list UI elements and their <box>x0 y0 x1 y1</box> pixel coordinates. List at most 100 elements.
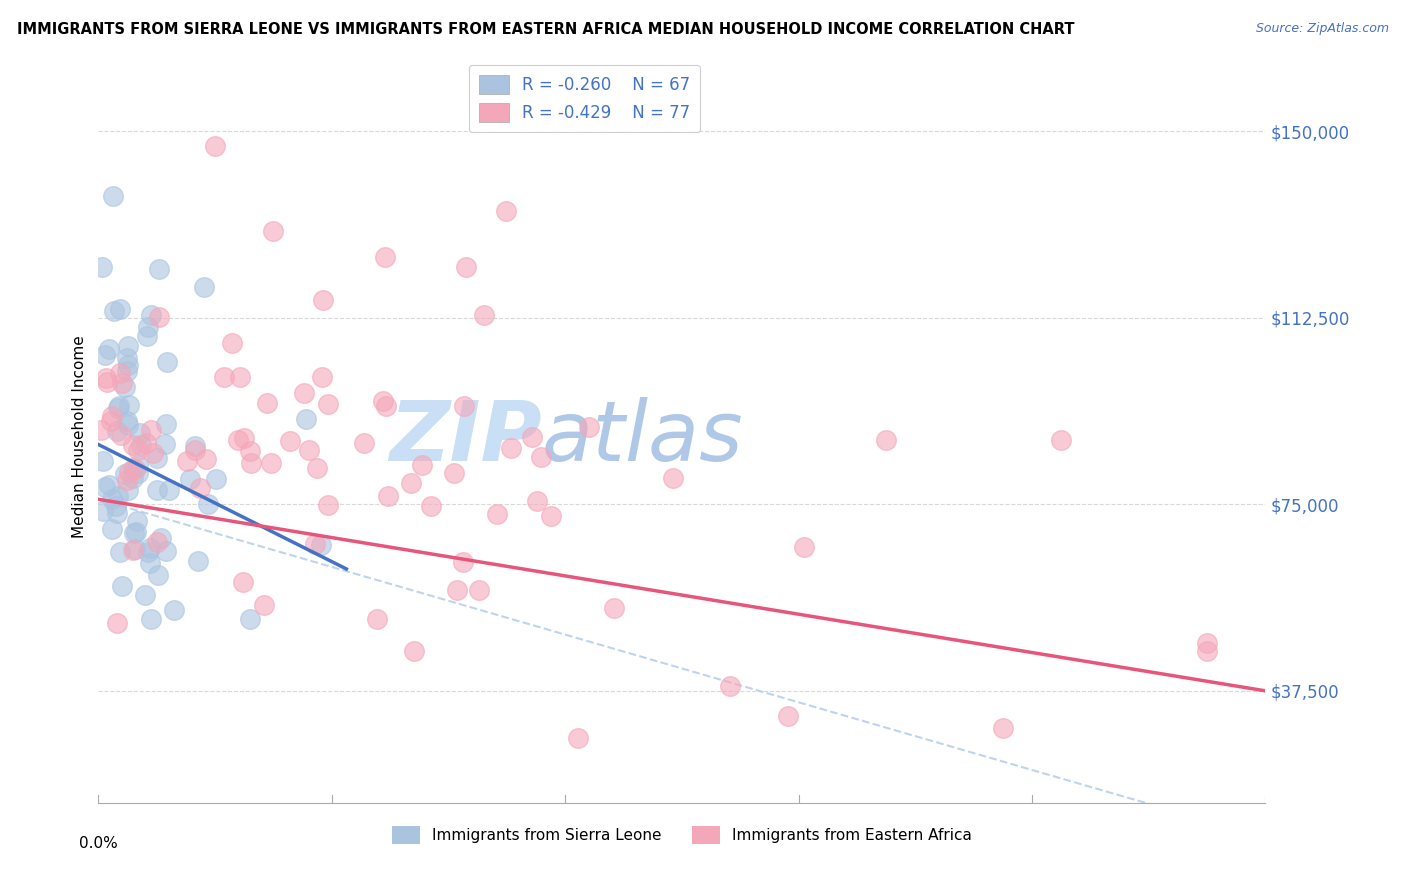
Point <box>193 280 215 294</box>
Point <box>443 466 465 480</box>
Point <box>105 425 128 439</box>
Point <box>134 588 156 602</box>
Point <box>366 612 388 626</box>
Point <box>253 598 276 612</box>
Point <box>146 535 169 549</box>
Point <box>127 458 149 472</box>
Point <box>145 483 167 497</box>
Point <box>121 543 143 558</box>
Point <box>118 465 141 479</box>
Text: ZIP: ZIP <box>389 397 541 477</box>
Point <box>105 499 128 513</box>
Point <box>353 435 375 450</box>
Point <box>148 310 170 324</box>
Point <box>139 541 162 555</box>
Point <box>195 451 218 466</box>
Point <box>117 483 139 498</box>
Point <box>212 369 235 384</box>
Point <box>107 401 129 415</box>
Point <box>139 612 162 626</box>
Point <box>304 537 326 551</box>
Point <box>486 508 509 522</box>
Point <box>411 458 433 473</box>
Point <box>197 498 219 512</box>
Point <box>309 538 332 552</box>
Point <box>262 224 284 238</box>
Point <box>221 335 243 350</box>
Point <box>96 375 118 389</box>
Point <box>107 506 129 520</box>
Text: 0.0%: 0.0% <box>79 836 118 851</box>
Point <box>110 301 132 316</box>
Point <box>148 262 170 277</box>
Point <box>453 399 475 413</box>
Point <box>1195 643 1218 657</box>
Point <box>991 721 1014 735</box>
Point <box>98 477 121 491</box>
Point <box>401 475 423 490</box>
Point <box>298 442 321 457</box>
Point <box>232 574 254 589</box>
Point <box>94 348 117 362</box>
Point <box>446 583 468 598</box>
Point <box>125 524 148 539</box>
Point <box>155 544 177 558</box>
Point <box>602 600 624 615</box>
Point <box>718 679 741 693</box>
Y-axis label: Median Household Income: Median Household Income <box>72 335 87 539</box>
Point <box>295 412 318 426</box>
Point <box>229 369 252 384</box>
Point <box>111 579 134 593</box>
Point <box>204 139 226 153</box>
Point <box>136 545 159 559</box>
Text: Source: ZipAtlas.com: Source: ZipAtlas.com <box>1256 22 1389 36</box>
Point <box>110 545 132 559</box>
Point <box>101 522 124 536</box>
Point <box>146 450 169 465</box>
Point <box>662 471 685 485</box>
Point <box>101 491 124 506</box>
Point <box>114 379 136 393</box>
Point <box>456 260 478 275</box>
Point <box>239 456 262 470</box>
Point <box>1050 433 1073 447</box>
Point <box>142 446 165 460</box>
Point <box>311 370 333 384</box>
Point <box>256 396 278 410</box>
Point <box>530 450 553 464</box>
Point <box>114 467 136 481</box>
Point <box>183 443 205 458</box>
Point <box>239 612 262 626</box>
Point <box>124 461 146 475</box>
Point <box>875 433 897 447</box>
Point <box>520 430 543 444</box>
Point <box>122 461 145 475</box>
Point <box>108 399 131 413</box>
Point <box>148 568 170 582</box>
Point <box>419 500 441 514</box>
Point <box>121 438 143 452</box>
Point <box>105 616 128 631</box>
Point <box>567 731 589 745</box>
Point <box>179 472 201 486</box>
Point <box>374 250 396 264</box>
Point <box>127 467 149 481</box>
Point <box>139 556 162 570</box>
Point <box>155 417 177 431</box>
Point <box>136 329 159 343</box>
Point <box>501 441 523 455</box>
Point <box>540 509 562 524</box>
Point <box>316 397 339 411</box>
Point <box>90 260 112 274</box>
Point <box>226 433 249 447</box>
Point <box>468 582 491 597</box>
Point <box>188 481 211 495</box>
Text: IMMIGRANTS FROM SIERRA LEONE VS IMMIGRANTS FROM EASTERN AFRICA MEDIAN HOUSEHOLD : IMMIGRANTS FROM SIERRA LEONE VS IMMIGRAN… <box>17 22 1074 37</box>
Point <box>280 434 302 448</box>
Point <box>100 413 122 427</box>
Point <box>129 438 152 452</box>
Point <box>578 420 600 434</box>
Point <box>127 443 149 458</box>
Point <box>91 454 114 468</box>
Point <box>107 489 129 503</box>
